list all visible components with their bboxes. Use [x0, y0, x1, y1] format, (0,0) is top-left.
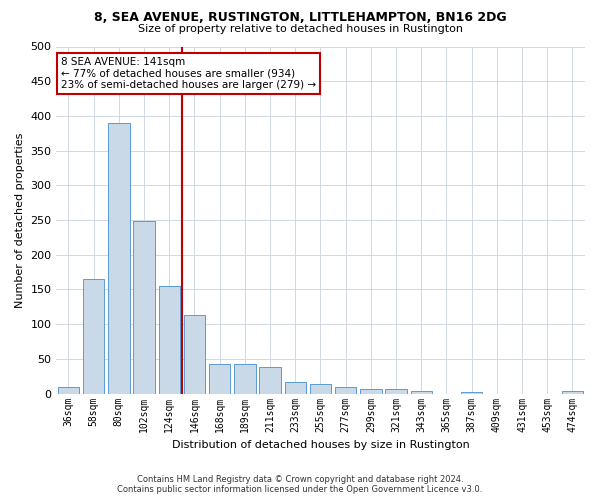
Bar — [259, 368, 281, 394]
Text: Size of property relative to detached houses in Rustington: Size of property relative to detached ho… — [137, 24, 463, 34]
Bar — [461, 392, 482, 394]
X-axis label: Distribution of detached houses by size in Rustington: Distribution of detached houses by size … — [172, 440, 469, 450]
Bar — [284, 382, 306, 394]
Text: 8 SEA AVENUE: 141sqm
← 77% of detached houses are smaller (934)
23% of semi-deta: 8 SEA AVENUE: 141sqm ← 77% of detached h… — [61, 57, 316, 90]
Bar — [310, 384, 331, 394]
Bar — [335, 388, 356, 394]
Bar — [83, 279, 104, 394]
Text: Contains HM Land Registry data © Crown copyright and database right 2024.
Contai: Contains HM Land Registry data © Crown c… — [118, 474, 482, 494]
Bar — [360, 389, 382, 394]
Bar — [209, 364, 230, 394]
Bar — [234, 364, 256, 394]
Bar — [184, 315, 205, 394]
Text: 8, SEA AVENUE, RUSTINGTON, LITTLEHAMPTON, BN16 2DG: 8, SEA AVENUE, RUSTINGTON, LITTLEHAMPTON… — [94, 11, 506, 24]
Y-axis label: Number of detached properties: Number of detached properties — [15, 132, 25, 308]
Bar — [58, 386, 79, 394]
Bar — [158, 286, 180, 394]
Bar — [133, 222, 155, 394]
Bar — [385, 390, 407, 394]
Bar — [410, 391, 432, 394]
Bar — [108, 123, 130, 394]
Bar — [562, 391, 583, 394]
